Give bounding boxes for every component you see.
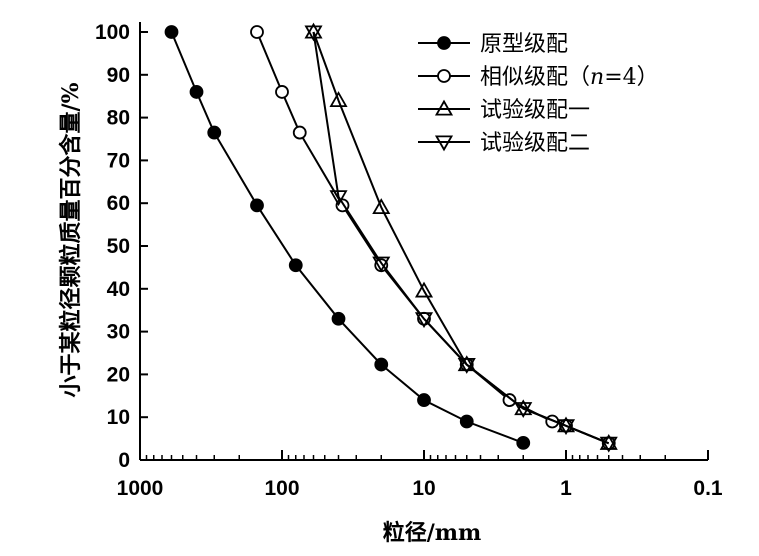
- x-tick-label: 1000: [117, 477, 164, 500]
- series-1-point: [164, 25, 179, 39]
- y-tick-label: 60: [107, 192, 130, 215]
- x-ticks: 1000 100 10 1 0.1: [117, 450, 723, 500]
- series-3-line: [312, 31, 610, 445]
- series-2-point: [292, 125, 307, 140]
- series-1-point: [459, 414, 474, 429]
- legend-label: 试验级配二: [480, 131, 590, 156]
- y-ticks: 0 10 20 30 40 50 60 70 80 90 100: [95, 21, 148, 472]
- legend-label: 试验级配一: [480, 98, 590, 123]
- y-tick-label: 10: [107, 406, 130, 429]
- series-4-line: [312, 31, 610, 445]
- legend-marker: [434, 99, 454, 116]
- series-4-point: [329, 190, 348, 207]
- series-3-point: [414, 281, 434, 298]
- series-3-point: [329, 91, 348, 108]
- x-tick-label: 100: [264, 477, 299, 500]
- y-tick-label: 100: [95, 21, 130, 44]
- series-2-line: [256, 31, 610, 445]
- series-4-point: [556, 419, 576, 436]
- series-1-line: [170, 31, 524, 444]
- y-tick-label: 80: [107, 107, 130, 130]
- series-4-point: [304, 25, 323, 42]
- legend-label: 原型级配: [480, 32, 568, 57]
- legend-item-3: 试验级配一: [418, 98, 590, 123]
- legend-marker: [437, 36, 451, 50]
- legend-item-1: 原型级配: [418, 32, 568, 57]
- y-tick-label: 20: [107, 363, 130, 386]
- y-tick-label: 0: [118, 449, 130, 472]
- y-tick-label: 40: [107, 278, 130, 301]
- series-4-point: [514, 402, 533, 418]
- series-1-point: [288, 258, 303, 273]
- legend-marker: [434, 135, 454, 152]
- series-3-point: [372, 198, 391, 215]
- series-4: [304, 25, 618, 453]
- series-3-point: [514, 399, 533, 416]
- series-1-point: [189, 85, 204, 99]
- series-1-point: [207, 125, 222, 140]
- x-axis-label: 粒径/mm: [383, 520, 482, 546]
- series-1-point: [417, 393, 431, 407]
- series-4-point: [414, 312, 434, 329]
- series-1-point: [516, 435, 531, 450]
- series-layer: [164, 22, 618, 453]
- series-1-point: [331, 311, 346, 326]
- series-4-point: [457, 358, 476, 374]
- x-tick-label: 0.1: [693, 477, 723, 500]
- legend-label: 相似级配（n=4）: [480, 65, 659, 90]
- series-1-point: [250, 198, 264, 213]
- x-tick-label: 1: [560, 477, 572, 500]
- legend-marker: [437, 69, 451, 83]
- y-tick-label: 70: [107, 149, 130, 172]
- y-tick-label: 30: [107, 321, 130, 344]
- series-4-point: [372, 256, 391, 273]
- y-tick-label: 90: [107, 64, 130, 87]
- series-2-point: [275, 85, 289, 99]
- series-4-point: [599, 436, 618, 453]
- series-1: [164, 25, 531, 450]
- x-tick-label: 10: [412, 477, 435, 500]
- series-3-point: [457, 355, 476, 372]
- legend-item-4: 试验级配二: [418, 131, 590, 156]
- legend-item-2: 相似级配（n=4）: [418, 65, 659, 90]
- series-2-point: [502, 393, 517, 407]
- series-1-point: [374, 357, 389, 372]
- y-axis-label: 小于某粒径颗粒质量百分含量/%: [58, 82, 84, 397]
- y-tick-label: 50: [107, 235, 130, 258]
- series-2-point: [250, 25, 264, 39]
